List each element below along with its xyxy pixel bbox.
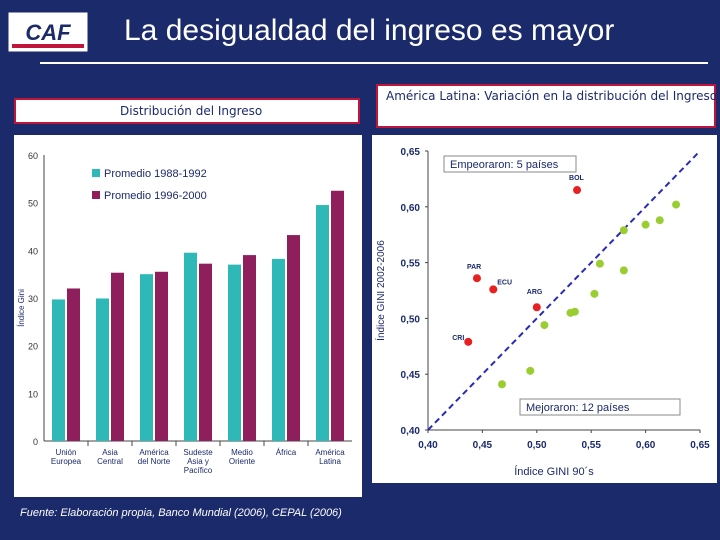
- bar-series2: [155, 271, 168, 441]
- scatter-chart-box: 0,40 0,45 0,50 0,55 0,60 0,65 0,40 0,45 0,50 0,55…: [372, 135, 717, 483]
- scatter-y-tick-label: 0,45: [401, 370, 421, 381]
- bar-category-label: del Norte: [138, 457, 171, 466]
- bar-series2: [67, 288, 80, 441]
- bar-y-axis-label: Índice Gini: [17, 289, 26, 327]
- improved-annotation: Mejoraron: 12 países: [526, 402, 630, 414]
- bar-category-label: Central: [97, 457, 123, 466]
- bar-category-label: América: [139, 448, 169, 457]
- bar-series1: [96, 298, 109, 441]
- worsened-point-label: CRI: [452, 335, 464, 342]
- worsened-point-label: ARG: [527, 289, 543, 296]
- worsened-annotation: Empeoraron: 5 países: [450, 159, 559, 171]
- bar-y-tick-label: 40: [28, 246, 38, 256]
- scatter-y-tick-label: 0,65: [401, 147, 421, 158]
- bar-category-label: Latina: [319, 457, 341, 466]
- scatter-x-tick-label: 0,65: [690, 440, 710, 451]
- scatter-x-tick-label: 0,40: [418, 440, 438, 451]
- worsened-point-label: BOL: [569, 175, 585, 182]
- bar-category-label: Unión: [56, 448, 77, 457]
- bar-y-tick-label: 0: [33, 437, 38, 447]
- bar-series1: [140, 274, 153, 441]
- scatter-x-tick-label: 0,50: [527, 440, 547, 451]
- bar-category-label: Pacífico: [184, 466, 213, 475]
- scatter-y-tick-label: 0,40: [401, 426, 421, 437]
- bar-category-label: Asia: [102, 448, 118, 457]
- caf-logo: CAF: [8, 12, 88, 52]
- scatter-x-tick-label: 0,60: [636, 440, 656, 451]
- bar-series2: [287, 235, 300, 441]
- left-panel-label: Distribución del Ingreso: [14, 98, 360, 124]
- worsened-point-label: ECU: [497, 279, 512, 286]
- bar-series1: [184, 252, 197, 441]
- legend-swatch: [92, 191, 100, 199]
- worsened-point: [472, 274, 481, 283]
- bar-y-tick-label: 30: [28, 294, 38, 304]
- bar-category-label: Europea: [51, 457, 82, 466]
- logo-text: CAF: [25, 20, 71, 45]
- worsened-annotation-box: [443, 155, 577, 173]
- bar-y-tick-label: 50: [28, 199, 38, 209]
- improved-point: [497, 380, 506, 389]
- bar-category-label: Medio: [231, 448, 253, 457]
- bar-series1: [52, 299, 65, 441]
- bar-category-label: Asia y: [187, 457, 209, 466]
- improved-annotation-box: [519, 398, 681, 416]
- scatter-y-tick-label: 0,55: [401, 259, 421, 270]
- scatter-x-tick-label: 0,45: [473, 440, 493, 451]
- legend-label: Promedio 1988-1992: [104, 168, 207, 180]
- improved-point: [526, 366, 535, 375]
- worsened-point: [573, 186, 582, 195]
- bar-y-tick-label: 10: [28, 389, 38, 399]
- improved-point: [595, 259, 604, 268]
- bar-category-label: Sudeste: [183, 448, 213, 457]
- worsened-point: [532, 303, 541, 312]
- bar-y-tick-label: 60: [28, 151, 38, 161]
- improved-point: [619, 226, 628, 235]
- source-note: Fuente: Elaboración propia, Banco Mundia…: [20, 507, 342, 519]
- improved-point: [655, 216, 664, 225]
- improved-point: [540, 321, 549, 330]
- scatter-y-tick-label: 0,50: [401, 314, 421, 325]
- improved-point: [570, 307, 579, 316]
- title-divider: [40, 62, 708, 64]
- bar-category-label: África: [276, 448, 297, 457]
- improved-point: [641, 220, 650, 229]
- bar-series2: [243, 255, 256, 441]
- scatter-x-tick-label: 0,55: [581, 440, 601, 451]
- bar-series1: [272, 258, 285, 441]
- bar-series2: [111, 272, 124, 441]
- scatter-y-axis-label: Índice GINI 2002-2006: [374, 240, 387, 341]
- scatter-x-axis-label: Índice GINI 90´s: [514, 465, 594, 478]
- bar-chart-box: 0 10 20 30 40 50 60 Índice Gini Unión Europea Asia…: [14, 135, 362, 497]
- bar-series1: [228, 264, 241, 441]
- legend-label: Promedio 1996-2000: [104, 190, 207, 202]
- bar-category-label: Oriente: [229, 457, 256, 466]
- bar-y-tick-label: 20: [28, 342, 38, 352]
- improved-point: [672, 200, 681, 209]
- bar-series1: [316, 205, 329, 441]
- improved-point: [619, 266, 628, 275]
- worsened-point: [489, 285, 498, 294]
- worsened-point-label: PAR: [467, 264, 481, 271]
- diagonal-line: [427, 150, 701, 431]
- right-panel-label: América Latina: Variación en la distribu…: [376, 84, 717, 128]
- scatter-chart: 0,40 0,45 0,50 0,55 0,60 0,65 0,40 0,45 0,50 0,55…: [374, 147, 710, 478]
- bar-category-label: América: [315, 448, 345, 457]
- bar-series2: [331, 190, 344, 441]
- legend-swatch: [92, 169, 100, 177]
- improved-point: [590, 289, 599, 298]
- page-title: La desigualdad del ingreso es mayor: [124, 14, 615, 47]
- worsened-point: [464, 337, 473, 346]
- bar-series2: [199, 263, 212, 441]
- scatter-y-tick-label: 0,60: [401, 203, 421, 214]
